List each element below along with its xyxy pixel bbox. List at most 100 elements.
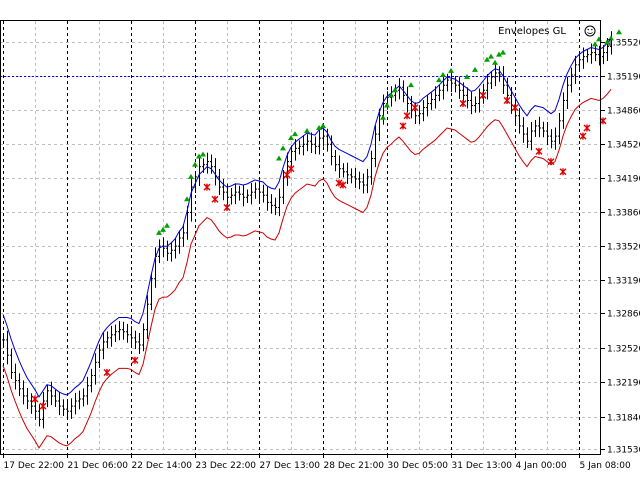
x-tick-label: 21 Dec 06:00 xyxy=(68,461,129,471)
price-bar xyxy=(406,86,409,113)
price-bar xyxy=(542,121,545,138)
price-bar xyxy=(254,182,257,199)
y-tick-label: 1.33190 xyxy=(607,277,640,287)
sell-signal-marker xyxy=(339,181,347,189)
sell-signal-marker xyxy=(503,96,511,104)
price-bar xyxy=(370,150,373,185)
price-bar xyxy=(158,239,161,264)
price-bar xyxy=(22,380,25,405)
price-bar xyxy=(234,183,237,205)
price-bar xyxy=(430,92,433,111)
price-bar xyxy=(178,230,181,254)
price-bar xyxy=(394,84,397,102)
y-tick-label: 1.34860 xyxy=(607,107,640,117)
buy-signal-marker xyxy=(592,41,598,47)
price-bar xyxy=(66,400,69,420)
price-bar xyxy=(94,353,97,385)
sell-signal-marker xyxy=(223,203,231,211)
plot-frame xyxy=(0,20,601,455)
price-bar xyxy=(498,66,501,82)
sell-signal-marker xyxy=(579,132,587,140)
price-bar xyxy=(278,188,281,217)
price-bar xyxy=(522,117,525,143)
price-bar xyxy=(486,73,489,100)
price-bar xyxy=(190,177,193,222)
price-bar xyxy=(558,112,561,144)
price-bar xyxy=(550,129,553,149)
x-tick-label: 17 Dec 22:00 xyxy=(4,461,65,471)
x-tick-label: 31 Dec 13:00 xyxy=(452,461,513,471)
sell-signal-marker xyxy=(39,402,47,410)
price-bar xyxy=(578,53,581,72)
price-bar xyxy=(138,332,141,354)
buy-signal-marker xyxy=(436,77,442,83)
x-tick-label: 27 Dec 13:00 xyxy=(260,461,321,471)
price-bar xyxy=(426,94,429,117)
price-bar xyxy=(130,326,133,347)
sell-signal-marker xyxy=(559,168,567,176)
price-bar xyxy=(222,179,225,201)
price-bar xyxy=(470,91,473,115)
price-bar xyxy=(210,154,213,174)
price-bar xyxy=(342,163,345,178)
x-tick-label: 30 Dec 05:00 xyxy=(388,461,449,471)
price-bar xyxy=(438,84,441,102)
price-bar xyxy=(538,116,541,138)
price-bar xyxy=(214,158,217,186)
y-tick-label: 1.34190 xyxy=(607,175,640,185)
price-bar xyxy=(230,187,233,205)
price-bar xyxy=(586,48,589,63)
price-bar xyxy=(574,55,577,84)
price-bar xyxy=(242,185,245,207)
buy-signal-marker xyxy=(392,87,398,93)
price-bar xyxy=(258,180,261,202)
buy-signal-marker xyxy=(492,59,498,65)
grid-layer xyxy=(0,21,601,454)
y-tick-label: 1.32190 xyxy=(607,379,640,389)
x-tick-label: 5 Jan 08:00 xyxy=(580,461,632,471)
price-bar xyxy=(346,162,349,184)
price-bar xyxy=(310,132,313,153)
y-tick-label: 1.31840 xyxy=(607,414,640,424)
price-bar xyxy=(590,43,593,64)
price-bar xyxy=(354,167,357,188)
buy-signal-marker xyxy=(500,49,506,55)
price-axis: 1.35520 1.35190 1.34860 1.34520 1.34190 1.338… xyxy=(601,39,640,456)
buy-signal-marker xyxy=(496,51,502,57)
buy-signal-marker xyxy=(304,128,310,134)
price-bar xyxy=(494,63,497,87)
price-bar xyxy=(362,173,365,194)
price-bar xyxy=(318,130,321,155)
price-bar xyxy=(350,168,353,184)
price-bar xyxy=(566,76,569,109)
price-bar xyxy=(98,344,101,369)
signal-layer xyxy=(31,29,622,410)
y-tick-label: 1.32520 xyxy=(607,345,640,355)
price-bar xyxy=(206,152,209,174)
price-bar xyxy=(134,330,137,350)
price-bar xyxy=(454,75,457,93)
price-bar xyxy=(374,125,377,168)
price-bar xyxy=(270,194,273,214)
y-tick-label: 1.35190 xyxy=(607,73,640,83)
price-bar xyxy=(554,127,557,150)
price-bar xyxy=(458,76,461,99)
price-bar xyxy=(466,87,469,109)
sell-signal-marker xyxy=(535,147,543,155)
price-bar xyxy=(150,272,153,311)
buy-signal-marker xyxy=(288,135,294,141)
price-bar xyxy=(266,186,269,211)
sell-signal-marker xyxy=(103,368,111,376)
price-bar xyxy=(570,67,573,93)
price-bar xyxy=(90,368,93,393)
smiley-icon xyxy=(584,25,596,37)
sell-signal-marker xyxy=(511,104,519,112)
bars-layer xyxy=(2,31,613,429)
time-axis: 17 Dec 22:00 21 Dec 06:00 22 Dec 14:00 23 D… xyxy=(3,454,632,471)
price-bar xyxy=(518,108,521,134)
x-tick-label: 28 Dec 21:00 xyxy=(324,461,385,471)
y-tick-label: 1.33860 xyxy=(607,209,640,219)
price-bar xyxy=(302,135,305,156)
